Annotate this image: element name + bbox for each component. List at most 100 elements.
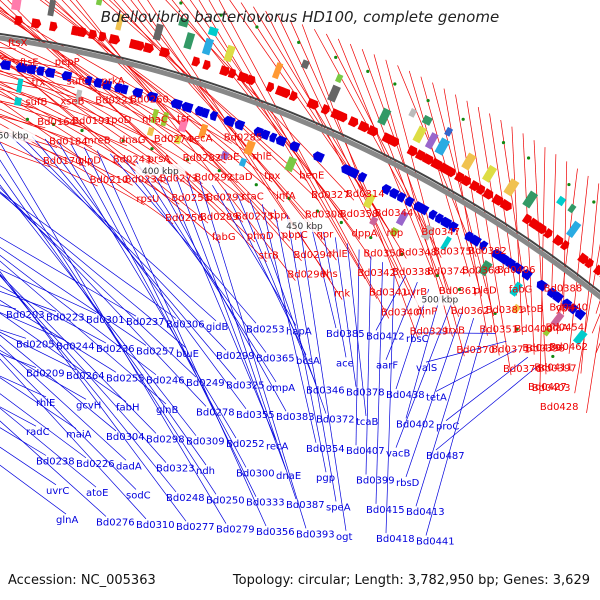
pseudo-marker <box>366 69 370 73</box>
forward-gene-arrow <box>543 228 553 239</box>
forward-gene-label: rhs <box>322 269 337 280</box>
reverse-gene-label: Bd0413 <box>406 507 445 518</box>
forward-gene-label: Bd0289 <box>200 212 239 223</box>
cog-category-block <box>542 326 552 337</box>
forward-gene-arrow <box>559 239 570 251</box>
forward-leader-line <box>218 0 390 319</box>
reverse-leader-line <box>109 153 257 324</box>
forward-gene-label: sufC <box>67 77 89 88</box>
forward-leader-line <box>432 82 494 317</box>
forward-gene-arrow <box>454 171 465 183</box>
reverse-leader-line <box>0 406 37 427</box>
forward-gene-label: nhaC <box>142 114 168 125</box>
forward-gene-arrow <box>577 252 589 265</box>
forward-gene-label: Bd0296 <box>287 270 326 281</box>
pseudo-marker <box>219 13 223 17</box>
cog-category-block <box>243 139 256 156</box>
reverse-leader-line <box>0 271 187 522</box>
reverse-gene-arrow <box>312 151 325 163</box>
forward-gene-arrow <box>281 87 291 99</box>
reverse-gene-label: Bd0238 <box>36 456 75 467</box>
forward-leader-line <box>0 12 226 164</box>
pseudo-marker <box>121 139 125 143</box>
reverse-gene-arrow <box>114 82 123 93</box>
reverse-leader-line <box>375 275 407 331</box>
cog-category-block <box>567 203 577 214</box>
forward-gene-label: glpD <box>78 155 101 166</box>
forward-leader-line <box>325 33 442 258</box>
cog-category-block <box>16 78 24 93</box>
forward-gene-label: Bd0308 <box>305 210 344 221</box>
reverse-leader-line <box>57 141 237 439</box>
cog-category-block <box>362 192 376 209</box>
reverse-leader-line <box>5 131 217 322</box>
cog-category-block <box>395 210 409 227</box>
reverse-leader-line <box>161 168 277 441</box>
forward-leader-line <box>198 0 366 280</box>
reverse-leader-line <box>83 147 257 497</box>
forward-leader-line <box>0 81 156 166</box>
forward-leader-line <box>0 51 203 184</box>
reverse-gene-label: Bd0487 <box>426 451 465 462</box>
forward-gene-arrow <box>357 120 370 133</box>
cog-category-block <box>408 108 418 118</box>
pseudo-marker <box>51 122 56 126</box>
reverse-gene-arrow <box>261 129 271 141</box>
pseudo-marker <box>435 273 439 278</box>
reverse-gene-label: recA <box>266 441 289 452</box>
cog-category-block <box>11 0 22 11</box>
forward-gene-label: prkA <box>101 76 124 87</box>
forward-gene-label: Bd0314 <box>346 189 385 200</box>
forward-gene-arrow <box>191 56 200 67</box>
reverse-gene-arrow <box>25 64 37 75</box>
cog-category-block <box>565 220 582 238</box>
reverse-gene-arrow <box>84 75 93 86</box>
reverse-gene-label: Bd0441 <box>416 537 455 548</box>
cog-category-block <box>572 329 588 346</box>
forward-gene-label: rpsU <box>136 194 159 205</box>
forward-gene-label: phnD <box>247 231 274 242</box>
forward-leader-line <box>0 55 221 244</box>
reverse-leader-line <box>0 344 127 461</box>
forward-gene-label: ctaD <box>229 172 253 183</box>
reverse-leader-line <box>415 317 475 507</box>
reverse-gene-label: Bd0402 <box>396 419 435 430</box>
reverse-gene-arrow <box>234 119 246 131</box>
forward-leader-line <box>556 168 578 335</box>
kbp-tick: 350 kbp <box>0 128 36 142</box>
reverse-gene-arrow <box>469 234 482 247</box>
pseudo-marker <box>179 1 183 5</box>
forward-leader-line <box>455 94 500 356</box>
reverse-gene-label: Bd0209 <box>26 369 65 380</box>
reverse-gene-label: proC <box>436 422 459 433</box>
cog-category-block <box>47 0 57 17</box>
forward-gene-arrow <box>48 21 58 32</box>
reverse-gene-arrow <box>93 77 103 89</box>
reverse-leader-line <box>435 348 518 392</box>
cog-category-block <box>461 152 477 171</box>
kbp-tick-label: 500 kbp <box>422 296 459 306</box>
kbp-tick-label: 350 kbp <box>0 132 29 142</box>
reverse-gene-label: bcsA <box>296 356 320 367</box>
forward-gene-arrow <box>227 68 236 79</box>
forward-gene-label: Bd0454 <box>546 322 585 333</box>
forward-gene-arrow <box>108 33 121 45</box>
reverse-gene-label: glnA <box>56 515 78 526</box>
reverse-gene-label: Bd0301 <box>86 315 125 326</box>
forward-gene-label: Bd0427 <box>528 382 567 393</box>
forward-gene-label: Bd0429 <box>522 343 561 354</box>
reverse-gene-label: Bd0244 <box>56 342 95 353</box>
forward-gene-label: pepP <box>55 57 80 68</box>
reverse-leader-line <box>261 204 317 443</box>
forward-gene-label: Bd0327 <box>311 190 350 201</box>
reverse-gene-label: Bd0372 <box>316 415 355 426</box>
reverse-gene-label: Bd0250 <box>206 495 245 506</box>
cog-category-block <box>173 135 182 145</box>
accession-label: Accession: NC_005363 <box>8 573 156 588</box>
forward-leader-line <box>568 175 589 354</box>
pseudo-marker <box>150 147 154 151</box>
forward-gene-label: Bd0375 <box>433 247 472 258</box>
reverse-leader-line <box>0 285 107 344</box>
reverse-leader-line <box>415 332 496 334</box>
